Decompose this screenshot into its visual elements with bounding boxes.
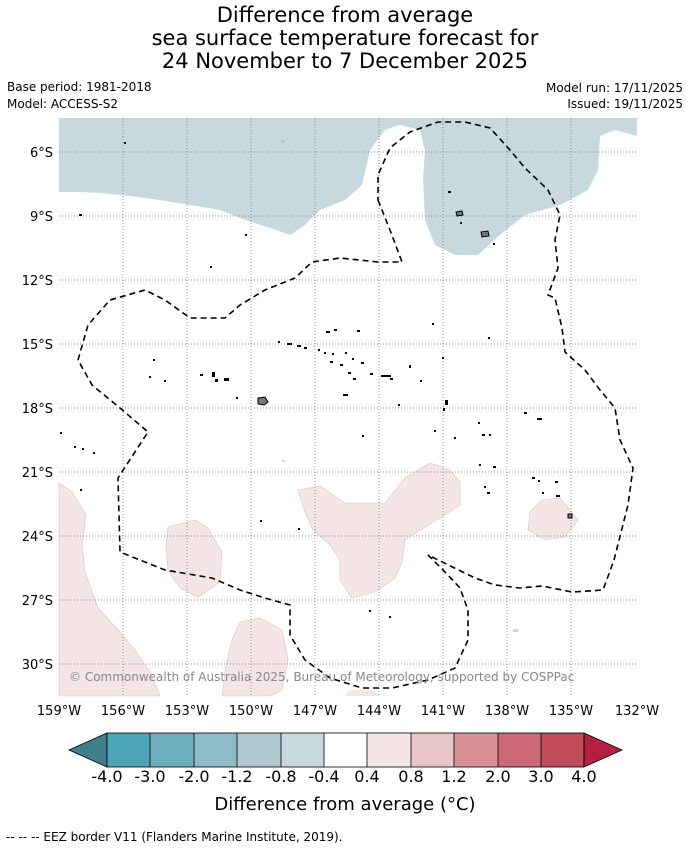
colorbar-tick: 2.0 [485,767,510,786]
colorbar-label: Difference from average (°C) [214,794,475,815]
colorbar-tick: -0.8 [265,767,296,786]
colorbar-segment [237,733,281,767]
island-atoll [567,513,573,519]
lon-label: 144°W [357,704,401,719]
colorbar: -4.0 -3.0 -2.0 -1.2 -0.8 -0.4 0.4 0.8 1.… [68,732,623,815]
lon-label: 159°W [37,704,81,719]
lat-label: 6°S [30,146,53,161]
colorbar-low-extend [68,732,108,768]
map-panel: © Commonwealth of Australia 2025, Bureau… [58,118,637,697]
lat-label: 27°S [22,594,53,609]
colorbar-segment [454,733,498,767]
lon-label: 132°W [615,704,659,719]
title-line-1: Difference from average [216,3,474,27]
colorbar-segment [324,733,367,767]
lat-label: 18°S [22,402,53,417]
colorbar-tick: 3.0 [528,767,553,786]
colorbar-tick: 0.8 [398,767,423,786]
lat-label: 30°S [22,658,53,673]
colorbar-tick: -3.0 [134,767,165,786]
colorbar-tick: 1.2 [441,767,466,786]
lat-label: 24°S [22,530,53,545]
colorbar-tick: 4.0 [571,767,596,786]
colorbar-tick: 0.4 [354,767,379,786]
title-line-3: 24 November to 7 December 2025 [161,49,529,73]
warm-anomaly-south-small [344,690,380,696]
longitude-labels: 159°W 156°W 153°W 150°W 147°W 144°W 141°… [37,704,659,719]
island-atoll [480,230,490,238]
island-atoll [455,210,464,217]
lat-label: 15°S [22,338,53,353]
colorbar-segment [150,733,194,767]
islands [60,140,573,632]
lat-label: 12°S [22,274,53,289]
eez-border-main [77,121,634,689]
colorbar-tick: -1.2 [221,767,252,786]
warm-anomaly-south [221,617,289,697]
lon-label: 156°W [101,704,145,719]
colorbar-segment [367,733,411,767]
colorbar-segment [281,733,324,767]
issued-date: Issued: 19/11/2025 [567,97,683,111]
lon-label: 141°W [421,704,465,719]
eez-legend-note: -- -- -- EEZ border V11 (Flanders Marine… [6,830,343,844]
colorbar-segment [498,733,541,767]
colorbar-tick: -4.0 [91,767,122,786]
lon-label: 138°W [485,704,529,719]
warm-anomaly-center [297,462,461,599]
lon-label: 135°W [549,704,593,719]
colorbar-tick: -0.4 [308,767,339,786]
latitude-labels: 6°S 9°S 12°S 15°S 18°S 21°S 24°S 27°S 30… [22,146,53,673]
lon-label: 153°W [165,704,209,719]
gridlines [59,118,637,696]
island-atoll [257,396,269,406]
colorbar-segment [541,733,584,767]
model-name: Model: ACCESS-S2 [7,97,119,111]
colorbar-segment [107,733,150,767]
lon-label: 150°W [229,704,273,719]
lat-label: 9°S [30,210,53,225]
colorbar-high-extend [583,732,623,768]
model-run: Model run: 17/11/2025 [545,81,683,95]
warm-anomaly-east [527,497,579,541]
colorbar-segment [194,733,237,767]
base-period: Base period: 1981-2018 [7,80,152,94]
colorbar-segment [411,733,454,767]
lat-label: 21°S [22,466,53,481]
colorbar-tick: -2.0 [178,767,209,786]
warm-anomaly-west [165,519,223,598]
copyright-notice: © Commonwealth of Australia 2025, Bureau… [69,670,574,684]
warm-anomaly-southwest [58,482,161,697]
title-line-2: sea surface temperature forecast for [151,26,539,50]
lon-label: 147°W [293,704,337,719]
